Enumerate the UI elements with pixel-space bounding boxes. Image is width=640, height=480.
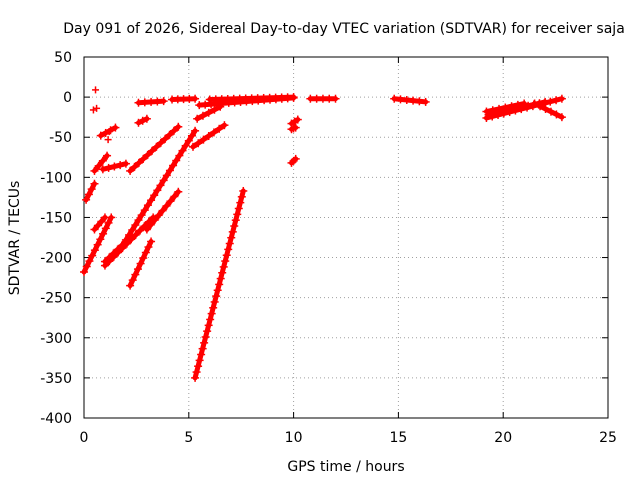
x-tick-label: 25: [599, 430, 617, 446]
x-tick-labels: 0 5 10 15 20 25: [80, 430, 617, 446]
y-tick-label: -50: [49, 130, 72, 146]
y-tick-label: -400: [40, 411, 72, 427]
x-axis-label: GPS time / hours: [287, 459, 404, 475]
x-tick-label: 15: [389, 430, 407, 446]
x-tick-label: 5: [184, 430, 193, 446]
y-tick-label: -300: [40, 331, 72, 347]
data-arc-2: [83, 181, 97, 203]
axis-ticks: [83, 56, 609, 419]
y-tick-label: -200: [40, 251, 72, 267]
data-arc-12: [91, 214, 108, 232]
chart-title: Day 091 of 2026, Sidereal Day-to-day VTE…: [63, 21, 625, 37]
y-tick-labels: 50 0 -50 -100 -150 -200 -250 -300 -350 -400: [40, 50, 72, 427]
x-tick-label: 0: [80, 430, 89, 446]
data-point-0: [92, 86, 100, 94]
y-tick-label: 0: [63, 90, 72, 106]
y-tick-label: -250: [40, 291, 72, 307]
data-point-3: [104, 136, 112, 144]
y-tick-label: -150: [40, 210, 72, 226]
data-arc-3: [91, 153, 110, 174]
y-tick-label: 50: [54, 50, 72, 66]
y-tick-label: -350: [40, 371, 72, 387]
y-axis-label: SDTVAR / TECUs: [7, 181, 23, 296]
y-tick-label: -100: [40, 170, 72, 186]
plot-frame: [83, 56, 609, 419]
grid: [84, 57, 608, 418]
data-point-4: [105, 128, 113, 136]
x-tick-label: 20: [494, 430, 512, 446]
x-tick-label: 10: [285, 430, 303, 446]
data-point-2: [93, 104, 101, 112]
data-series: [80, 86, 566, 382]
